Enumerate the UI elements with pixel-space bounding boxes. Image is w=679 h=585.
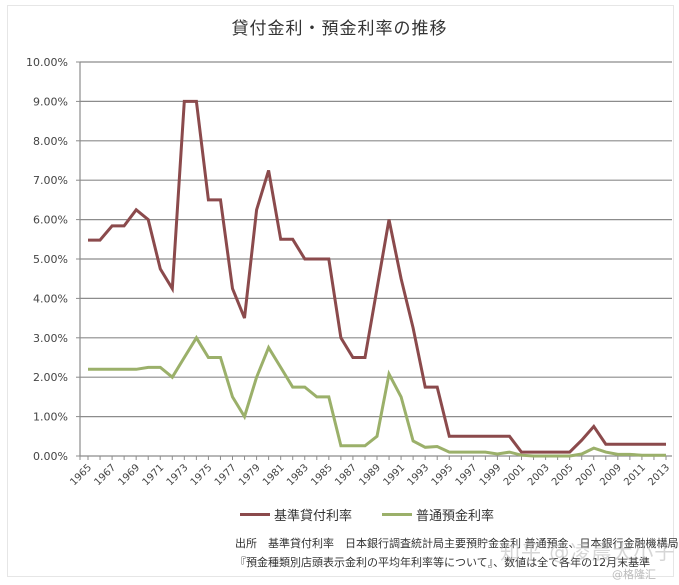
y-tick-label: 10.00% [26,56,68,69]
series-line-deposit-rate [88,334,666,458]
legend-label-deposit-rate: 普通預金利率 [416,509,495,524]
x-tick-label: 1983 [285,462,311,488]
x-tick-label: 2009 [598,462,624,488]
watermark-zhihu: 知乎 @凌晨大小子 [500,540,676,564]
y-tick-label: 7.00% [33,174,68,187]
watermark-glh: @格隆汇 [612,568,656,581]
x-tick-label: 1979 [237,462,263,488]
line-chart-plot: 0.00% 1.00% 2.00% 3.00% 4.00% 5.00% 6.00% 7.00%… [26,56,672,488]
source-line-1: 出所 基準貸付利率 日本銀行調査統計局主要預貯金金利 普通預金、日本銀行金融機構… [235,537,679,550]
source-line-2: 『預金種類別店頭表示金利の平均年利率等について』、数値は全て各年の12月末基準 [235,556,651,569]
x-tick-label: 1981 [261,462,287,488]
x-tick-label: 2013 [646,462,672,488]
legend-item-lending-rate: 基準貸付利率 [240,505,352,524]
chart-legend: 基準貸付利率 普通預金利率 [240,505,494,524]
x-tick-label: 2005 [550,462,576,488]
x-tick-label: 1995 [430,462,456,488]
x-tick-label: 2007 [574,462,600,488]
x-tick-label: 1993 [406,462,432,488]
x-tick-label: 1991 [381,462,407,488]
legend-item-deposit-rate: 普通預金利率 [382,505,494,524]
y-tick-label: 0.00% [33,450,68,463]
series-line-lending-rate [88,99,666,454]
x-tick-label: 1999 [478,462,504,488]
x-tick-label: 1971 [141,462,167,488]
x-tick-label: 1985 [309,462,335,488]
legend-swatch-lending-rate [240,513,270,516]
y-tick-label: 2.00% [33,371,68,384]
legend-label-lending-rate: 基準貸付利率 [274,509,353,524]
y-tick-label: 5.00% [33,253,68,266]
chart-title: 貸付金利・預金利率の推移 [231,19,448,39]
y-tick-label: 1.00% [33,411,68,424]
x-tick-label: 1989 [357,462,383,488]
y-tick-label: 3.00% [33,332,68,345]
chart-frame [7,5,674,577]
legend-swatch-deposit-rate [382,513,413,516]
x-tick-label: 2003 [526,462,552,488]
x-tick-label: 2011 [622,462,648,488]
x-tick-label: 1997 [454,462,480,488]
y-tick-label: 4.00% [33,292,68,305]
x-tick-label: 2001 [502,462,528,488]
y-tick-label: 8.00% [33,135,68,148]
x-tick-label: 1969 [117,462,143,488]
x-tick-label: 1965 [68,462,94,488]
source-note: 出所 基準貸付利率 日本銀行調査統計局主要預貯金金利 普通預金、日本銀行金融機構… [235,534,679,572]
y-tick-label: 9.00% [33,95,68,108]
x-tick-label: 1967 [92,462,118,488]
y-tick-label: 6.00% [33,214,68,227]
x-tick-label: 1987 [333,462,359,488]
x-tick-label: 1973 [165,462,191,488]
x-tick-label: 1977 [213,462,239,488]
x-tick-label: 1975 [189,462,215,488]
